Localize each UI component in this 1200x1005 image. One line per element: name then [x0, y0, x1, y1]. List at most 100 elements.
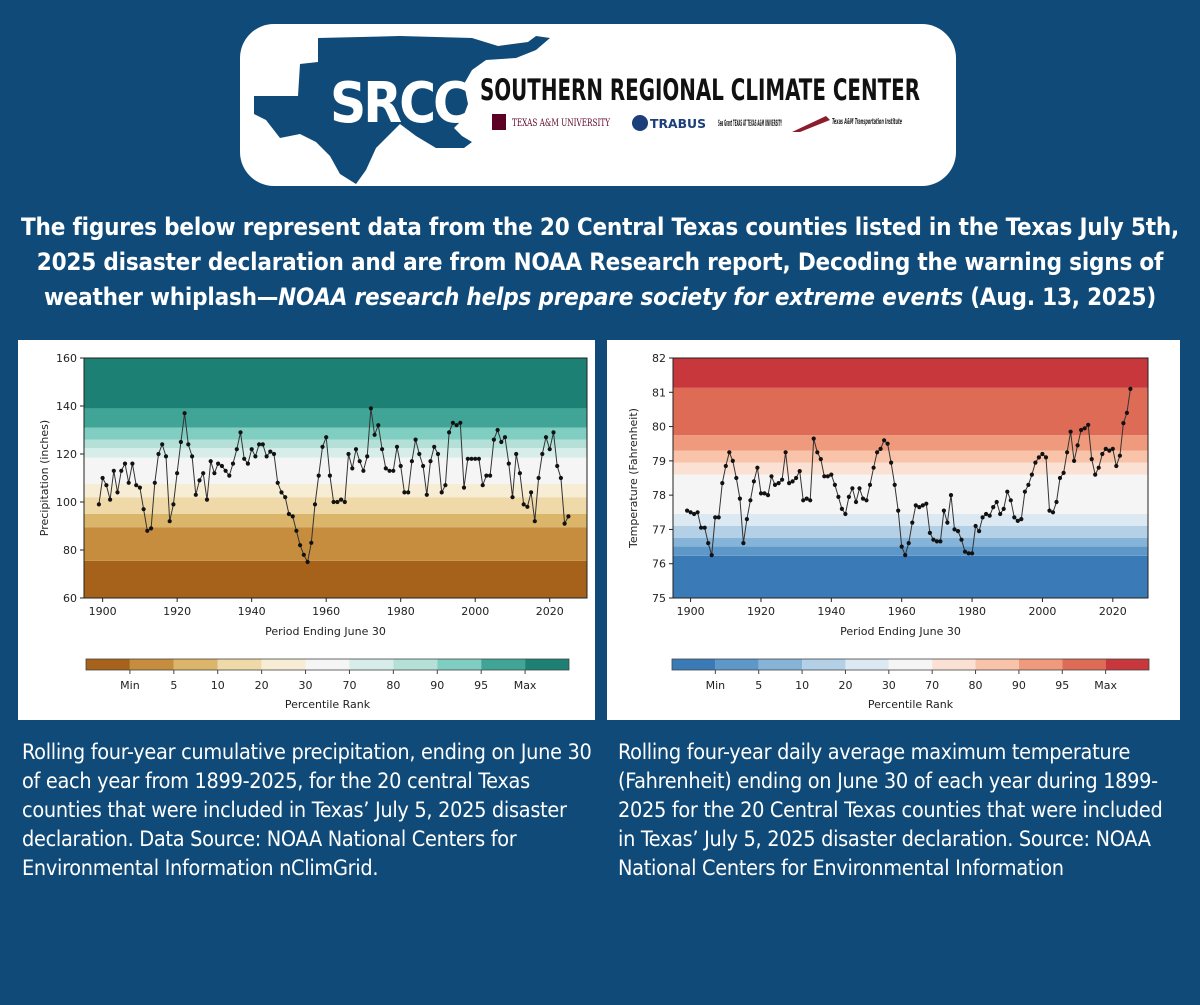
data-point — [734, 475, 739, 481]
x-tick-label: 1960 — [312, 605, 340, 618]
data-point — [350, 466, 355, 471]
data-point — [294, 528, 299, 533]
data-point — [219, 463, 224, 469]
data-point — [383, 466, 388, 471]
data-point — [309, 540, 314, 545]
percentile-band — [673, 462, 1148, 475]
data-point — [476, 456, 481, 461]
data-point — [461, 485, 467, 490]
data-point — [1040, 451, 1045, 457]
colorbar-label: 80 — [969, 679, 983, 692]
data-point — [1047, 508, 1052, 513]
data-point — [765, 493, 771, 498]
data-point — [1072, 458, 1077, 463]
y-tick-label: 81 — [652, 386, 666, 399]
colorbar-label: 20 — [838, 679, 852, 692]
data-point — [1012, 515, 1017, 520]
data-point — [952, 527, 957, 532]
data-point — [339, 497, 344, 502]
data-point — [190, 454, 195, 459]
data-point — [1005, 489, 1010, 494]
data-point — [130, 461, 135, 466]
temperature-chart-panel: 75 76 77 78 79 80 81 82 1900 1920 1940 1960 1980 2000… — [607, 340, 1180, 720]
data-point — [409, 459, 414, 464]
data-point — [924, 501, 929, 506]
data-point — [769, 474, 774, 479]
data-point — [167, 519, 172, 524]
data-point — [234, 447, 239, 452]
data-point — [991, 505, 996, 510]
data-point — [108, 497, 113, 502]
y-tick-label: 76 — [652, 558, 666, 571]
data-point — [156, 451, 161, 457]
data-point — [488, 473, 493, 478]
data-point — [413, 437, 418, 442]
percentile-band — [84, 484, 587, 498]
data-point — [962, 549, 968, 554]
data-point — [324, 435, 329, 440]
data-point — [1121, 421, 1126, 426]
data-point — [514, 451, 519, 457]
precipitation-caption: Rolling four-year cumulative precipitati… — [22, 740, 592, 881]
precipitation-chart: 60 80 100 120 140 160 1900 1920 1940 1960 1980 2000… — [38, 352, 588, 711]
data-point — [959, 537, 964, 542]
data-point — [286, 511, 291, 517]
y-tick-label: 82 — [652, 352, 666, 365]
data-point — [558, 475, 564, 481]
data-point — [230, 461, 236, 466]
data-point — [998, 511, 1003, 517]
southern-states-map-icon — [254, 36, 550, 184]
x-tick-label: 1920 — [163, 605, 191, 618]
data-point — [469, 456, 474, 461]
colorbar-swatch — [129, 659, 174, 670]
colorbar-label: 5 — [755, 679, 762, 692]
data-point — [1029, 472, 1034, 477]
percentile-band — [84, 439, 587, 448]
precipitation-chart-panel: 60 80 100 120 140 160 1900 1920 1940 1960 1980 2000… — [18, 340, 595, 720]
data-point — [1086, 422, 1091, 427]
data-point — [751, 479, 756, 484]
colorbar-label: 70 — [925, 679, 939, 692]
data-point — [201, 471, 206, 476]
data-point — [706, 541, 711, 546]
colorbar-swatch — [715, 659, 759, 670]
data-point — [867, 482, 873, 487]
data-point — [1036, 455, 1041, 460]
intro-italic-title: NOAA research helps prepare society for … — [278, 283, 963, 311]
data-point — [551, 430, 556, 435]
colorbar-label: Max — [514, 679, 537, 692]
data-point — [860, 496, 866, 501]
data-point — [955, 529, 961, 534]
data-point — [917, 505, 922, 510]
colorbar-frame — [85, 658, 570, 671]
percentile-band — [673, 450, 1148, 463]
y-tick-label: 80 — [63, 544, 77, 557]
data-point — [216, 461, 221, 466]
data-point — [316, 473, 321, 478]
data-point — [193, 492, 198, 497]
y-tick-label: 78 — [652, 489, 666, 502]
data-point — [783, 450, 788, 455]
data-point — [104, 483, 109, 488]
data-point — [709, 553, 714, 558]
data-point — [435, 451, 441, 457]
data-point — [994, 499, 999, 505]
data-point — [212, 471, 217, 476]
data-point — [1022, 489, 1027, 494]
percentile-band — [84, 527, 587, 561]
data-point — [699, 525, 704, 530]
intro-date: (Aug. 13, 2025) — [962, 283, 1157, 311]
data-point — [1019, 517, 1024, 522]
data-point — [790, 479, 795, 484]
y-tick-label: 120 — [56, 448, 77, 461]
temperature-chart: 75 76 77 78 79 80 81 82 1900 1920 1940 1960 1980 2000… — [627, 352, 1150, 711]
data-point — [899, 544, 904, 549]
data-point — [502, 435, 508, 440]
colorbar-swatch — [437, 659, 482, 670]
data-point — [896, 508, 901, 513]
colorbar-label: 10 — [211, 679, 225, 692]
data-point — [818, 457, 823, 462]
data-point — [737, 496, 742, 501]
x-tick-label: 1920 — [747, 605, 775, 618]
colorbar-label: Min — [706, 679, 726, 692]
